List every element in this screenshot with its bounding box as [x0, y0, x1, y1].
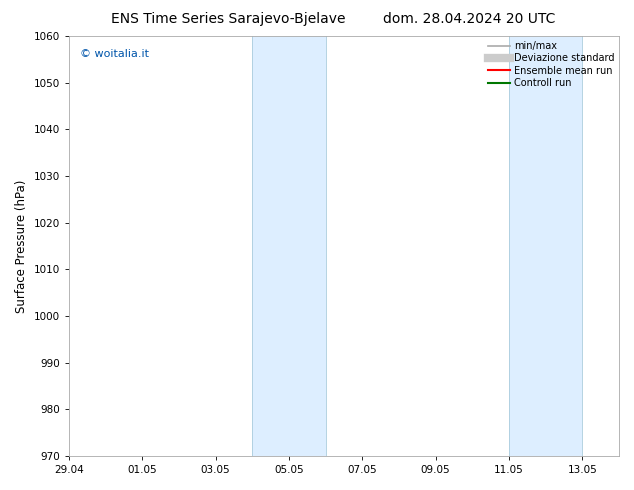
Text: dom. 28.04.2024 20 UTC: dom. 28.04.2024 20 UTC	[383, 12, 555, 26]
Y-axis label: Surface Pressure (hPa): Surface Pressure (hPa)	[15, 179, 28, 313]
Bar	[252, 36, 326, 456]
Text: ENS Time Series Sarajevo-Bjelave: ENS Time Series Sarajevo-Bjelave	[111, 12, 346, 26]
Legend: min/max, Deviazione standard, Ensemble mean run, Controll run: min/max, Deviazione standard, Ensemble m…	[486, 39, 616, 90]
Text: © woitalia.it: © woitalia.it	[80, 49, 149, 59]
Bar	[509, 36, 582, 456]
